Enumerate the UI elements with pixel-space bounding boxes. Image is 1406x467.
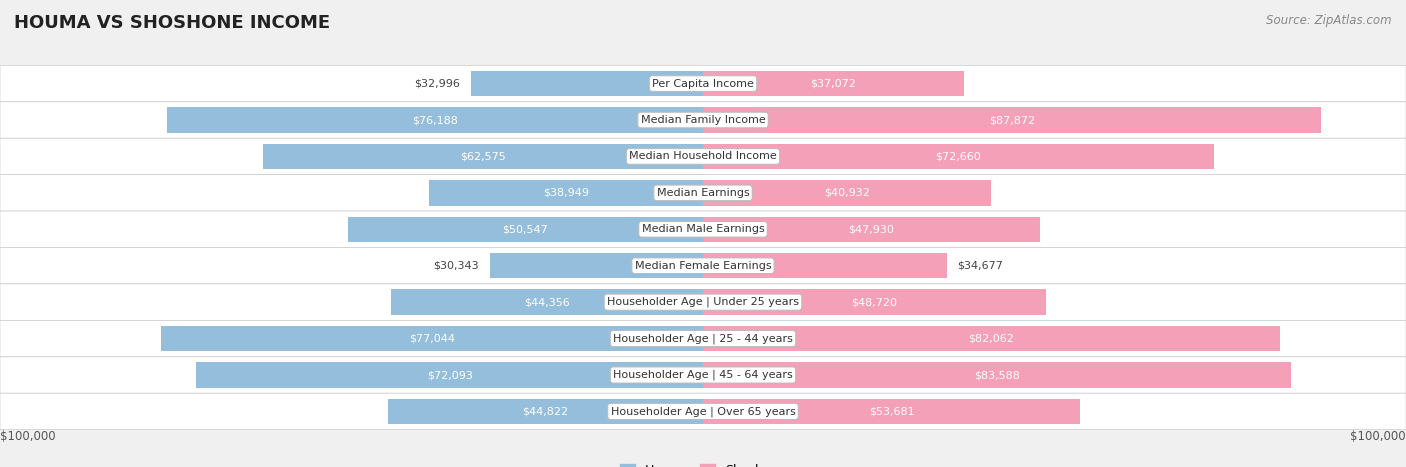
Text: $72,093: $72,093 xyxy=(426,370,472,380)
Bar xyxy=(703,144,1213,169)
Bar xyxy=(703,71,963,96)
Bar xyxy=(703,180,991,205)
Text: HOUMA VS SHOSHONE INCOME: HOUMA VS SHOSHONE INCOME xyxy=(14,14,330,32)
FancyBboxPatch shape xyxy=(0,138,1406,175)
Text: $82,062: $82,062 xyxy=(969,333,1014,344)
Text: $40,932: $40,932 xyxy=(824,188,870,198)
Bar xyxy=(703,107,1320,133)
Text: $48,720: $48,720 xyxy=(851,297,897,307)
Text: Householder Age | 25 - 44 years: Householder Age | 25 - 44 years xyxy=(613,333,793,344)
FancyBboxPatch shape xyxy=(0,65,1406,102)
Text: Median Female Earnings: Median Female Earnings xyxy=(634,261,772,271)
Bar xyxy=(347,217,703,242)
Text: Per Capita Income: Per Capita Income xyxy=(652,78,754,89)
Text: $38,949: $38,949 xyxy=(543,188,589,198)
Text: Householder Age | 45 - 64 years: Householder Age | 45 - 64 years xyxy=(613,370,793,380)
Bar xyxy=(489,253,703,278)
FancyBboxPatch shape xyxy=(0,393,1406,430)
Text: Householder Age | Under 25 years: Householder Age | Under 25 years xyxy=(607,297,799,307)
Text: Median Household Income: Median Household Income xyxy=(628,151,778,162)
FancyBboxPatch shape xyxy=(0,175,1406,211)
Bar xyxy=(703,399,1080,424)
Text: $47,930: $47,930 xyxy=(849,224,894,234)
Text: $50,547: $50,547 xyxy=(502,224,548,234)
Bar xyxy=(429,180,703,205)
Text: Median Family Income: Median Family Income xyxy=(641,115,765,125)
Text: $62,575: $62,575 xyxy=(460,151,506,162)
Text: $72,660: $72,660 xyxy=(935,151,981,162)
Bar xyxy=(703,326,1279,351)
Bar xyxy=(703,253,946,278)
Bar xyxy=(167,107,703,133)
FancyBboxPatch shape xyxy=(0,102,1406,138)
Text: Householder Age | Over 65 years: Householder Age | Over 65 years xyxy=(610,406,796,417)
Bar xyxy=(162,326,703,351)
Bar xyxy=(703,362,1291,388)
FancyBboxPatch shape xyxy=(0,284,1406,320)
Text: $100,000: $100,000 xyxy=(0,431,56,443)
Text: $32,996: $32,996 xyxy=(415,78,461,89)
Text: $87,872: $87,872 xyxy=(988,115,1035,125)
FancyBboxPatch shape xyxy=(0,248,1406,284)
Text: $100,000: $100,000 xyxy=(1350,431,1406,443)
Text: $37,072: $37,072 xyxy=(810,78,856,89)
FancyBboxPatch shape xyxy=(0,320,1406,357)
Bar xyxy=(391,290,703,315)
FancyBboxPatch shape xyxy=(0,357,1406,393)
Bar xyxy=(703,290,1046,315)
Bar xyxy=(471,71,703,96)
FancyBboxPatch shape xyxy=(0,211,1406,248)
Bar xyxy=(197,362,703,388)
Text: $53,681: $53,681 xyxy=(869,406,914,417)
Text: $30,343: $30,343 xyxy=(433,261,479,271)
Bar xyxy=(703,217,1040,242)
Text: $83,588: $83,588 xyxy=(974,370,1019,380)
Text: Source: ZipAtlas.com: Source: ZipAtlas.com xyxy=(1267,14,1392,27)
Bar xyxy=(388,399,703,424)
Text: Median Male Earnings: Median Male Earnings xyxy=(641,224,765,234)
Legend: Houma, Shoshone: Houma, Shoshone xyxy=(614,459,792,467)
Text: $44,356: $44,356 xyxy=(524,297,569,307)
Text: Median Earnings: Median Earnings xyxy=(657,188,749,198)
Text: $77,044: $77,044 xyxy=(409,333,456,344)
Text: $34,677: $34,677 xyxy=(957,261,1004,271)
Bar xyxy=(263,144,703,169)
Text: $44,822: $44,822 xyxy=(523,406,568,417)
Text: $76,188: $76,188 xyxy=(412,115,458,125)
